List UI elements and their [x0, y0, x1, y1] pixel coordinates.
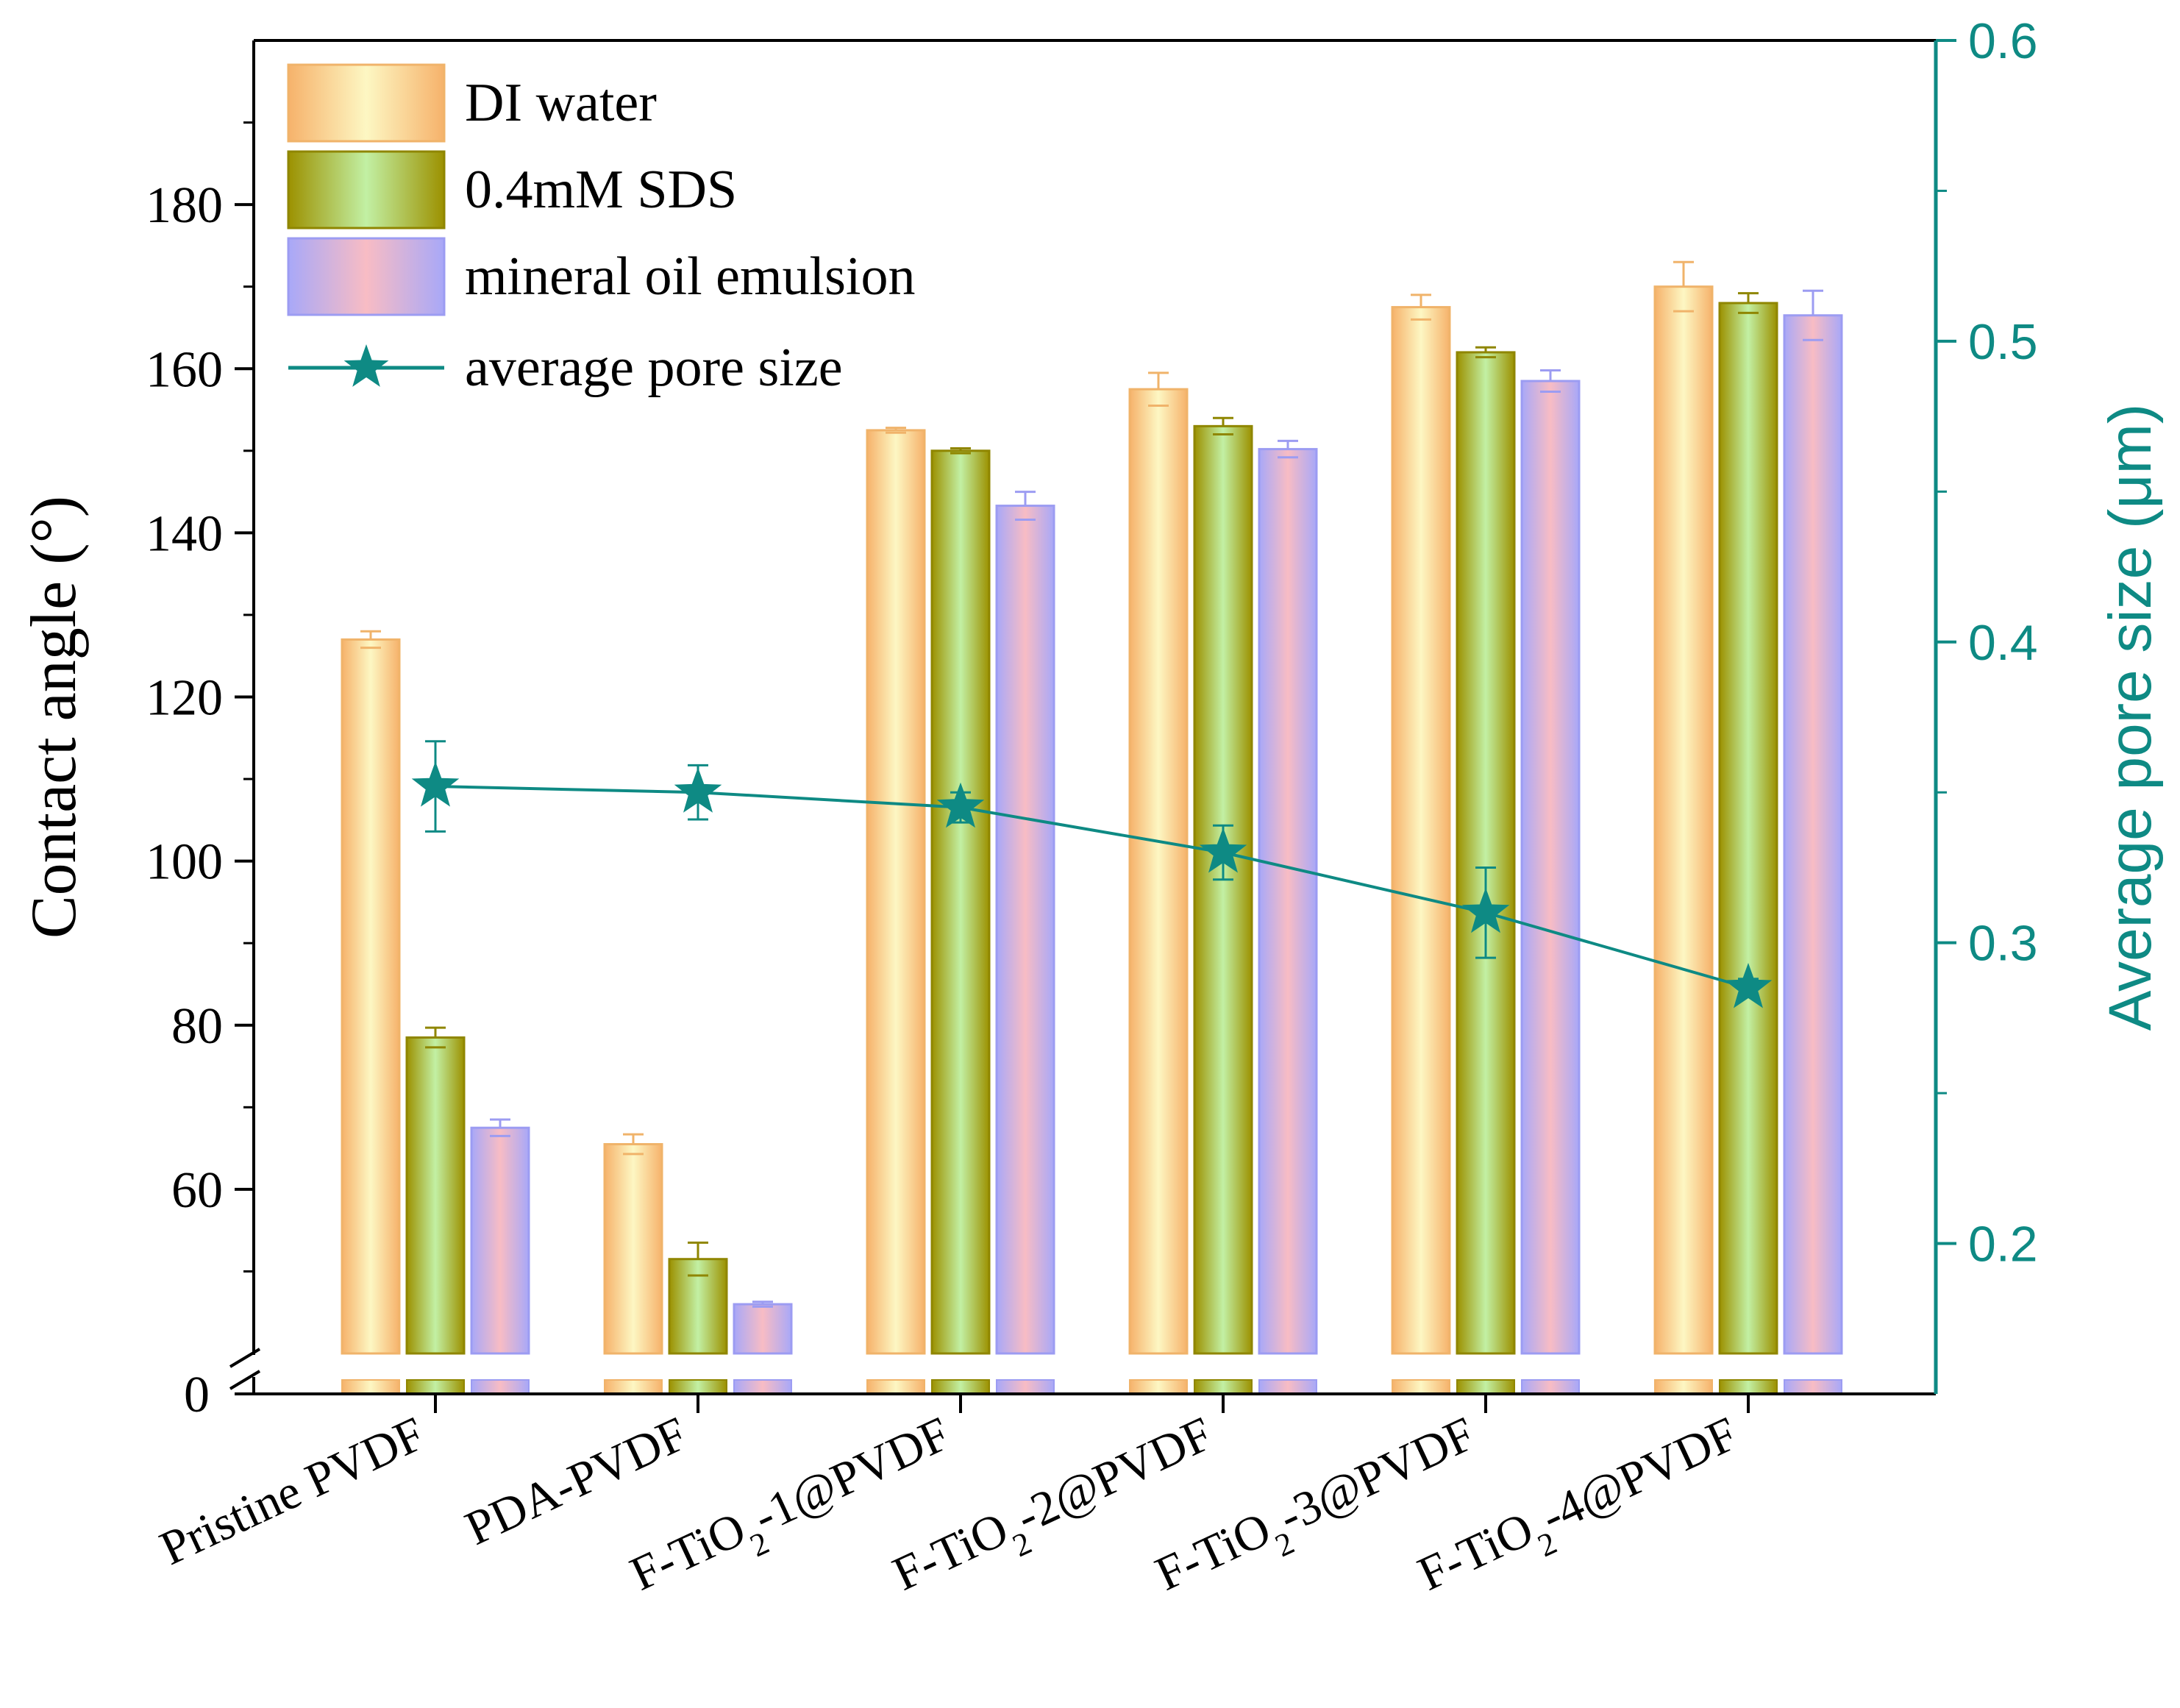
- pore-size-point-2: [936, 782, 985, 828]
- bar-0-4mm-sds-5: [1718, 302, 1778, 1355]
- bar-di-water-5-error-bar: [1673, 260, 1694, 313]
- bar-0-4mm-sds-4-stub: [1456, 1379, 1515, 1395]
- legend-label-2: mineral oil emulsion: [465, 246, 915, 307]
- pore-size-line: [435, 785, 1749, 989]
- x-tick-label: Pristine PVDF: [152, 1406, 433, 1576]
- bar-0-4mm-sds-4-error-bar: [1475, 346, 1496, 359]
- pore-size-point-1: [674, 767, 722, 813]
- bar-mineral-oil-emulsion-1: [733, 1303, 793, 1355]
- bar-mineral-oil-emulsion-0-stub: [471, 1379, 530, 1395]
- pore-size-line-layer: [411, 740, 1773, 1008]
- y2-tick-label: 0.5: [1968, 314, 2038, 370]
- legend: DI water 0.4mM SDS mineral oil emulsion ave…: [287, 63, 915, 398]
- bar-mineral-oil-emulsion-5-stub: [1784, 1379, 1842, 1395]
- y2-tick-label: 0.6: [1968, 13, 2038, 69]
- bar-di-water-3-error-bar: [1148, 371, 1169, 407]
- y-tick-label: 80: [171, 998, 223, 1055]
- bar-mineral-oil-emulsion-1-error-bar: [752, 1300, 773, 1308]
- legend-star-icon: [343, 344, 389, 387]
- legend-label-0: DI water: [465, 73, 657, 133]
- bar-di-water-1: [603, 1143, 663, 1355]
- y-axis-title: Contact angle (°): [18, 496, 90, 939]
- bar-0-4mm-sds-1-error-bar: [688, 1241, 708, 1277]
- bar-0-4mm-sds-2-stub: [931, 1379, 990, 1395]
- bar-di-water-2-error-bar: [886, 427, 906, 434]
- bar-mineral-oil-emulsion-1-stub: [733, 1379, 792, 1395]
- y-tick-label: 160: [146, 341, 223, 398]
- axis-break-mark: [229, 1348, 261, 1368]
- y-tick-label: 100: [146, 834, 223, 891]
- bar-mineral-oil-emulsion-4-error-bar: [1540, 369, 1561, 393]
- legend-swatch-0: [287, 63, 446, 143]
- bar-di-water-5-stub: [1654, 1379, 1713, 1395]
- y2-tick-label: 0.4: [1968, 615, 2038, 671]
- x-tick-label: PDA-PVDF: [457, 1406, 695, 1556]
- bar-0-4mm-sds-0-error-bar: [425, 1026, 446, 1049]
- y-tick-label: 140: [146, 505, 223, 562]
- y2-axis-title: Average pore size (μm): [2097, 404, 2164, 1031]
- bar-0-4mm-sds-1: [668, 1258, 728, 1355]
- bar-0-4mm-sds-3: [1193, 424, 1253, 1355]
- bar-0-4mm-sds-0-stub: [406, 1379, 465, 1395]
- bar-di-water-4: [1391, 306, 1451, 1355]
- bar-di-water-5: [1653, 285, 1714, 1355]
- bar-mineral-oil-emulsion-3-error-bar: [1278, 439, 1298, 459]
- pore-size-point-5: [1724, 963, 1773, 1008]
- bar-0-4mm-sds-2: [930, 449, 991, 1355]
- bar-di-water-0: [341, 638, 401, 1355]
- y-tick-label: 120: [146, 670, 223, 727]
- bar-mineral-oil-emulsion-3: [1258, 448, 1318, 1355]
- bar-di-water-1-stub: [604, 1379, 663, 1395]
- y-tick-label: 180: [146, 177, 223, 234]
- bar-mineral-oil-emulsion-4-stub: [1521, 1379, 1580, 1395]
- bar-0-4mm-sds-5-error-bar: [1738, 292, 1759, 314]
- y2-tick-label: 0.3: [1968, 916, 2038, 972]
- axis-break-mark: [229, 1370, 261, 1390]
- bar-0-4mm-sds-5-stub: [1719, 1379, 1778, 1395]
- bar-0-4mm-sds-3-stub: [1194, 1379, 1253, 1395]
- y2-tick-label: 0.2: [1968, 1217, 2038, 1273]
- bar-mineral-oil-emulsion-2-error-bar: [1015, 491, 1036, 522]
- bar-0-4mm-sds-4: [1456, 351, 1516, 1355]
- bar-mineral-oil-emulsion-4: [1520, 380, 1581, 1355]
- bar-di-water-4-stub: [1392, 1379, 1450, 1395]
- y-break-tick-label: 0: [184, 1367, 210, 1423]
- bar-mineral-oil-emulsion-2: [995, 505, 1055, 1355]
- bar-di-water-3: [1128, 388, 1189, 1355]
- bar-mineral-oil-emulsion-0-error-bar: [490, 1118, 510, 1137]
- bar-0-4mm-sds-3-error-bar: [1213, 416, 1233, 435]
- bar-mineral-oil-emulsion-0: [470, 1126, 530, 1355]
- bar-di-water-0-error-bar: [360, 630, 381, 650]
- bar-0-4mm-sds-1-stub: [669, 1379, 727, 1395]
- bar-mineral-oil-emulsion-2-stub: [996, 1379, 1055, 1395]
- legend-swatch-2: [287, 237, 446, 316]
- bar-mineral-oil-emulsion-5-error-bar: [1803, 289, 1823, 341]
- legend-swatch-1: [287, 150, 446, 229]
- bar-0-4mm-sds-2-error-bar: [950, 446, 971, 455]
- pore-size-point-0: [411, 761, 460, 807]
- bar-di-water-1-error-bar: [623, 1133, 644, 1156]
- bar-mineral-oil-emulsion-3-stub: [1258, 1379, 1317, 1395]
- bar-0-4mm-sds-0: [405, 1036, 466, 1355]
- legend-label-1: 0.4mM SDS: [465, 160, 737, 220]
- y-tick-label: 60: [171, 1162, 223, 1219]
- pore-size-point-4: [1461, 887, 1510, 933]
- bar-di-water-3-stub: [1129, 1379, 1188, 1395]
- legend-label-3: average pore size: [465, 338, 843, 398]
- bar-di-water-2-stub: [866, 1379, 925, 1395]
- bar-di-water-2: [866, 429, 926, 1355]
- bar-di-water-4-error-bar: [1411, 293, 1431, 321]
- bar-di-water-0-stub: [341, 1379, 400, 1395]
- pore-size-point-3: [1199, 828, 1247, 873]
- bar-mineral-oil-emulsion-5: [1783, 314, 1843, 1355]
- bar-layer: [341, 260, 1843, 1395]
